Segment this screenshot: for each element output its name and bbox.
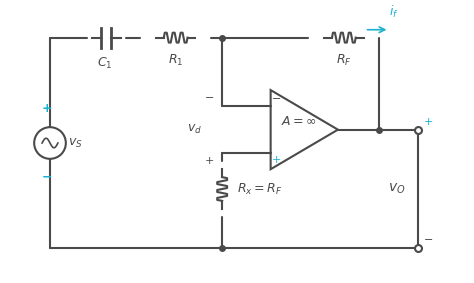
- Text: $i_f$: $i_f$: [389, 4, 399, 20]
- Text: $R_F$: $R_F$: [336, 52, 352, 68]
- Text: +: +: [205, 156, 214, 166]
- Text: $v_O$: $v_O$: [388, 182, 406, 196]
- Text: $A = \infty$: $A = \infty$: [282, 115, 317, 128]
- Text: $C_1$: $C_1$: [97, 55, 112, 70]
- Text: −: −: [205, 93, 214, 103]
- Text: $v_S$: $v_S$: [68, 136, 82, 149]
- Text: $R_x = R_F$: $R_x = R_F$: [237, 181, 283, 197]
- Text: $v_d$: $v_d$: [187, 123, 202, 136]
- Text: +: +: [272, 155, 281, 165]
- Text: −: −: [272, 94, 281, 104]
- Text: +: +: [42, 102, 52, 115]
- Text: −: −: [424, 235, 433, 245]
- Text: $R_1$: $R_1$: [168, 52, 183, 68]
- Text: +: +: [424, 117, 433, 127]
- Text: −: −: [42, 171, 52, 184]
